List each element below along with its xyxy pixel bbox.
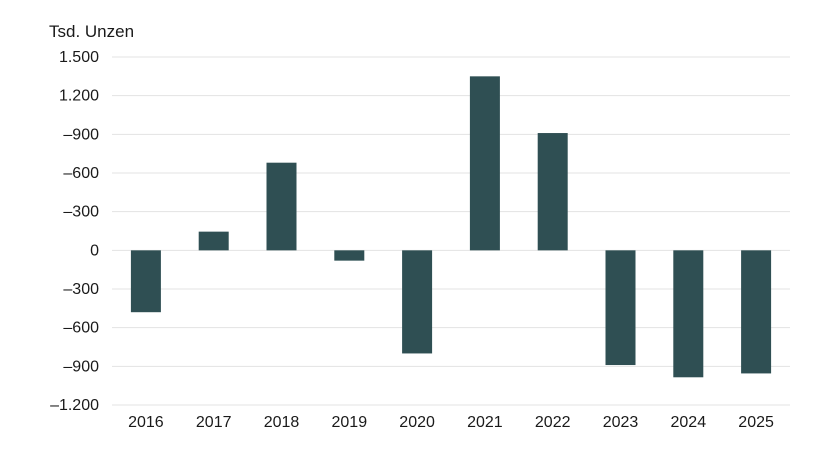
y-axis-tick-labels: 1.500 1.200 –900 –600 –300 0 –300 –600 –900 –1.20… xyxy=(50,49,99,414)
bar-2020 xyxy=(402,250,433,354)
bar-2024 xyxy=(673,250,704,378)
y-tick-label: –300 xyxy=(63,204,99,221)
x-tick-label: 2017 xyxy=(196,414,232,431)
bar-2025 xyxy=(741,250,772,374)
y-tick-label: 0 xyxy=(90,242,99,259)
bar-2017 xyxy=(198,231,229,251)
y-tick-label: –300 xyxy=(63,281,99,298)
y-tick-label: –600 xyxy=(63,165,99,182)
bar-2016 xyxy=(130,250,161,313)
x-tick-label: 2016 xyxy=(128,414,164,431)
bar-2018 xyxy=(266,162,297,251)
y-tick-label: –1.200 xyxy=(50,397,99,414)
y-axis-unit-label: Tsd. Unzen xyxy=(49,22,134,41)
bar-2021 xyxy=(469,76,500,251)
x-tick-label: 2021 xyxy=(467,414,503,431)
x-axis-tick-labels: 2016 2017 2018 2019 2020 2021 2022 2023 2024 2025 xyxy=(128,414,774,431)
x-tick-label: 2018 xyxy=(264,414,300,431)
y-tick-label: –900 xyxy=(63,358,99,375)
y-tick-label: 1.200 xyxy=(59,88,99,105)
x-tick-label: 2024 xyxy=(671,414,707,431)
x-tick-label: 2025 xyxy=(738,414,774,431)
y-tick-label: –900 xyxy=(63,126,99,143)
x-tick-label: 2023 xyxy=(603,414,639,431)
bar-2022 xyxy=(537,133,568,251)
bar-2019 xyxy=(334,250,365,261)
x-tick-label: 2022 xyxy=(535,414,571,431)
y-tick-label: 1.500 xyxy=(59,49,99,66)
x-tick-label: 2019 xyxy=(332,414,368,431)
bar-2023 xyxy=(605,250,636,366)
bars xyxy=(130,76,772,378)
y-tick-label: –600 xyxy=(63,320,99,337)
x-tick-label: 2020 xyxy=(399,414,435,431)
